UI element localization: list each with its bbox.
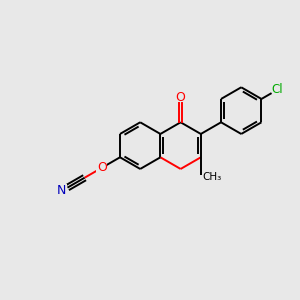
Text: N: N [57, 184, 67, 197]
Text: O: O [97, 161, 107, 174]
Text: CH₃: CH₃ [202, 172, 221, 182]
Text: Cl: Cl [271, 83, 283, 96]
Text: O: O [176, 92, 186, 104]
